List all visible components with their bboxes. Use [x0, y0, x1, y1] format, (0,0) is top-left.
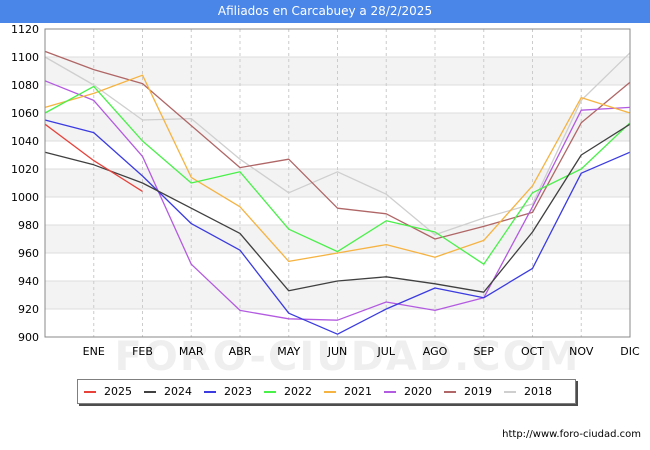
- legend-swatch: [84, 390, 96, 393]
- x-tick-label: DIC: [620, 345, 640, 358]
- series-line-2020: [44, 80, 631, 321]
- legend-swatch: [144, 390, 156, 393]
- series-line-2019: [44, 50, 631, 240]
- legend-item-2021: 2021: [324, 385, 372, 398]
- x-tick-label: MAY: [277, 345, 300, 358]
- legend-swatch: [384, 390, 396, 393]
- y-tick-label: 940: [18, 275, 39, 288]
- y-tick-label: 920: [18, 303, 39, 316]
- x-tick-label: MAR: [179, 345, 204, 358]
- y-tick-label: 1100: [11, 51, 39, 64]
- legend-item-2023: 2023: [204, 385, 252, 398]
- y-tick-label: 1080: [11, 79, 39, 92]
- series-line-2021: [44, 74, 631, 263]
- legend: 2025 2024 2023 2022 2021 2020 2019 2018: [77, 379, 576, 404]
- legend-item-2024: 2024: [144, 385, 192, 398]
- x-tick-label: NOV: [569, 345, 594, 358]
- y-tick-label: 1000: [11, 191, 39, 204]
- chart-title: Afiliados en Carcabuey a 28/2/2025: [0, 0, 650, 23]
- legend-label: 2020: [404, 385, 432, 398]
- x-tick-label: JUN: [327, 345, 348, 358]
- source-url: http://www.foro-ciudad.com: [502, 429, 641, 440]
- x-tick-label: AGO: [423, 345, 448, 358]
- series-line-2024: [44, 123, 631, 293]
- series-line-2018: [44, 52, 631, 236]
- y-tick-label: 1060: [11, 107, 39, 120]
- x-tick-label: ENE: [83, 345, 105, 358]
- y-tick-label: 900: [18, 331, 39, 344]
- x-tick-label: JUL: [377, 345, 396, 358]
- legend-label: 2019: [464, 385, 492, 398]
- x-tick-label: OCT: [521, 345, 544, 358]
- legend-swatch: [444, 390, 456, 393]
- legend-label: 2023: [224, 385, 252, 398]
- series-line-2023: [44, 119, 631, 335]
- y-tick-label: 1020: [11, 163, 39, 176]
- x-tick-label: ABR: [229, 345, 252, 358]
- series-line-2025: [44, 123, 143, 192]
- legend-swatch: [264, 390, 276, 393]
- x-tick-label: FEB: [132, 345, 153, 358]
- legend-swatch: [504, 390, 516, 393]
- legend-swatch: [324, 390, 336, 393]
- watermark-text: FORO-CIUDAD.COM: [115, 334, 581, 380]
- legend-label: 2022: [284, 385, 312, 398]
- legend-label: 2021: [344, 385, 372, 398]
- legend-label: 2024: [164, 385, 192, 398]
- x-tick-label: SEP: [473, 345, 494, 358]
- legend-item-2019: 2019: [444, 385, 492, 398]
- y-tick-label: 980: [18, 219, 39, 232]
- legend-items: 2025 2024 2023 2022 2021 2020 2019 2018: [78, 380, 575, 403]
- legend-item-2022: 2022: [264, 385, 312, 398]
- y-tick-label: 1040: [11, 135, 39, 148]
- legend-label: 2018: [524, 385, 552, 398]
- series-line-2022: [44, 85, 631, 265]
- legend-item-2025: 2025: [84, 385, 132, 398]
- y-tick-label: 1120: [11, 23, 39, 36]
- y-tick-label: 960: [18, 247, 39, 260]
- legend-item-2020: 2020: [384, 385, 432, 398]
- legend-label: 2025: [104, 385, 132, 398]
- legend-swatch: [204, 390, 216, 393]
- plot-border: [44, 28, 631, 338]
- legend-item-2018: 2018: [504, 385, 552, 398]
